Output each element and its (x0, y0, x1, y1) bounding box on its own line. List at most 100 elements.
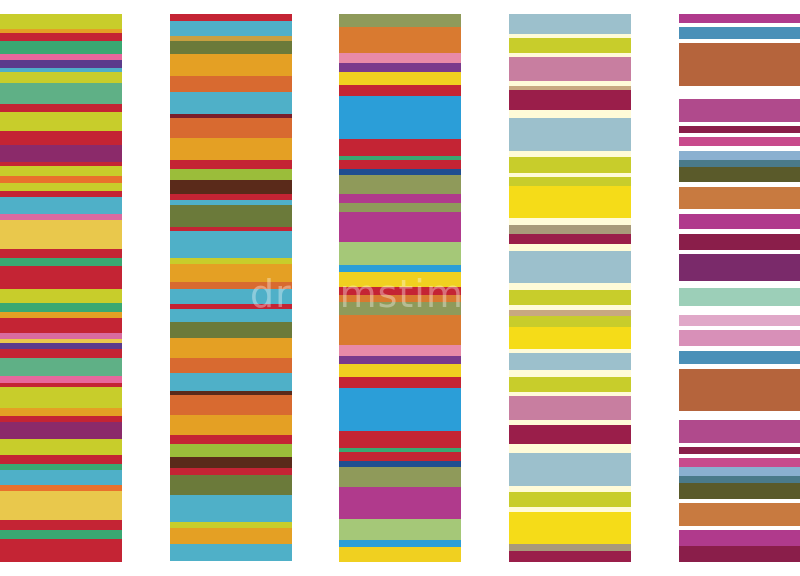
stripe (339, 540, 461, 547)
stripe (170, 308, 292, 323)
stripe (509, 57, 631, 82)
stripe (0, 265, 122, 289)
stripe (509, 283, 631, 290)
stripe (339, 467, 461, 487)
stripe (339, 155, 461, 161)
stripe (0, 130, 122, 146)
stripe (0, 103, 122, 112)
stripe (0, 311, 122, 319)
stripe (170, 204, 292, 227)
stripe (170, 257, 292, 265)
stripe (509, 424, 631, 445)
stripe (0, 220, 122, 250)
stripe (0, 520, 122, 531)
stripe (679, 330, 800, 347)
stripe (679, 182, 800, 187)
stripe (0, 28, 122, 33)
stripe (509, 157, 631, 173)
stripe (170, 160, 292, 170)
stripe (339, 160, 461, 169)
stripe (170, 180, 292, 194)
stripe (339, 364, 461, 378)
stripe (679, 254, 800, 282)
stripe (679, 287, 800, 306)
stripe (0, 407, 122, 416)
stripe (339, 447, 461, 453)
stripe (0, 197, 122, 214)
stripe (0, 257, 122, 266)
stripe (0, 303, 122, 312)
stripe (679, 159, 800, 167)
stripe (0, 438, 122, 456)
stripe (509, 14, 631, 34)
stripe (339, 314, 461, 345)
stripe (509, 370, 631, 377)
stripe (0, 455, 122, 464)
stripe (679, 447, 800, 454)
stripe (339, 355, 461, 365)
stripe (509, 452, 631, 486)
stripe (0, 14, 122, 29)
stripe (170, 494, 292, 522)
stripe (170, 282, 292, 289)
stripe (0, 343, 122, 350)
stripe (0, 213, 122, 221)
stripe (170, 113, 292, 119)
stripe (170, 390, 292, 396)
stripe (170, 443, 292, 458)
stripe (339, 460, 461, 468)
stripe (509, 507, 631, 512)
stripe (170, 231, 292, 258)
stripe (170, 200, 292, 205)
stripe (509, 85, 631, 91)
stripe (339, 344, 461, 356)
stripe (170, 40, 292, 54)
stripe (339, 52, 461, 64)
stripe (679, 146, 800, 151)
stripe (0, 386, 122, 408)
stripe (0, 176, 122, 183)
stripe (170, 304, 292, 309)
stripe (509, 544, 631, 551)
stripe (339, 168, 461, 176)
stripe (679, 364, 800, 369)
stripe (679, 368, 800, 412)
stripe (509, 305, 631, 310)
stripe (0, 349, 122, 358)
stripe (339, 84, 461, 96)
stripe (170, 474, 292, 495)
stripe (679, 99, 800, 122)
stripe (0, 332, 122, 339)
stripe (0, 415, 122, 423)
stripe (339, 265, 461, 272)
stripe (339, 175, 461, 195)
stripe (509, 90, 631, 110)
stripe-column-3 (339, 14, 461, 562)
stripe (509, 550, 631, 562)
stripe (170, 169, 292, 181)
stripe (509, 348, 631, 354)
stripe (339, 495, 461, 519)
stripe (339, 301, 461, 315)
stripe (339, 452, 461, 461)
stripe (170, 53, 292, 77)
stripe (509, 326, 631, 349)
stripe (509, 396, 631, 421)
stripe (170, 193, 292, 201)
stripe (0, 382, 122, 387)
stripe (0, 161, 122, 166)
stripe (509, 250, 631, 284)
stripe (0, 32, 122, 42)
stripe (0, 145, 122, 162)
stripe (509, 109, 631, 119)
stripe (339, 286, 461, 296)
stripe (509, 316, 631, 327)
stripe (170, 373, 292, 391)
stripe (170, 14, 292, 21)
stripe (0, 111, 122, 131)
stripe (679, 22, 800, 28)
stripe (509, 37, 631, 54)
stripe (679, 483, 800, 499)
stripe (339, 430, 461, 448)
stripe (170, 357, 292, 374)
